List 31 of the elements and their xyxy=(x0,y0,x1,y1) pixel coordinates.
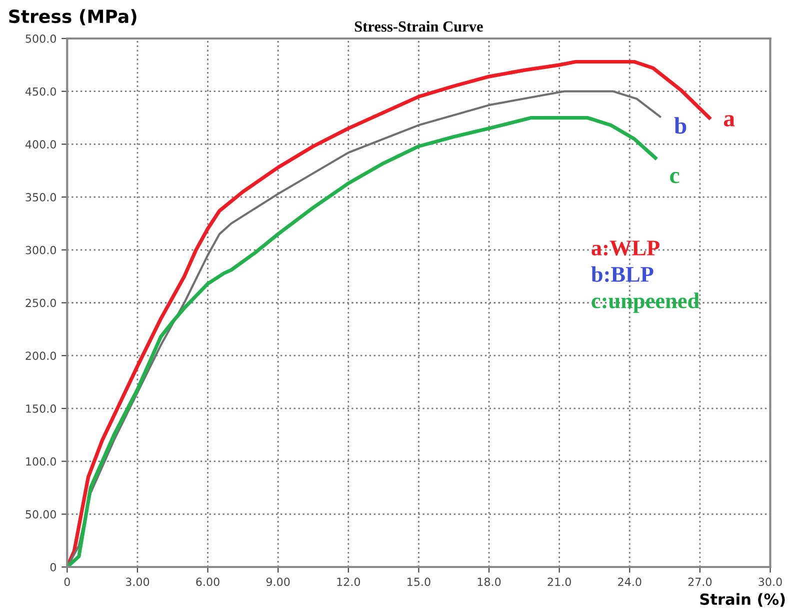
y-tick-label: 50.00 xyxy=(26,510,56,519)
x-axis-title: Strain (%) xyxy=(700,593,785,607)
x-tick-label: 3.00 xyxy=(126,578,150,586)
series-label: c xyxy=(670,172,680,184)
annotation: b:BLP xyxy=(591,266,654,282)
y-tick-label: 350.0 xyxy=(26,193,56,202)
annotation: a:WLP xyxy=(592,240,660,256)
y-tick-label: 400.0 xyxy=(25,140,56,149)
x-tick-label: 6.00 xyxy=(196,578,220,586)
y-tick-label: 100.0 xyxy=(26,457,56,466)
x-tick-label: 30.0 xyxy=(758,578,782,586)
annotation: c:unpeened xyxy=(592,292,700,313)
series-label: a xyxy=(724,115,735,126)
y-tick-label: 0 xyxy=(50,562,56,572)
x-tick-label: 9.00 xyxy=(266,578,290,586)
y-axis-title: Stress (MPa) xyxy=(9,9,136,26)
chart-title: Stress-Strain Curve xyxy=(354,20,483,32)
x-tick-label: 12.0 xyxy=(337,578,360,586)
y-tick-label: 450.0 xyxy=(25,87,56,96)
x-tick-label: 27.0 xyxy=(688,578,712,586)
y-tick-label: 200.0 xyxy=(26,352,56,360)
x-tick-label: 0 xyxy=(64,578,70,586)
series-label: b xyxy=(674,117,686,134)
x-tick-label: 15.0 xyxy=(408,578,430,586)
y-tick-label: 250.0 xyxy=(26,298,56,308)
y-tick-label: 300.0 xyxy=(26,246,56,254)
x-tick-label: 21.0 xyxy=(548,578,571,586)
y-tick-label: 150.0 xyxy=(26,404,56,413)
x-tick-label: 18.0 xyxy=(478,578,501,586)
x-tick-label: 24.0 xyxy=(618,578,642,586)
y-tick-label: 500.0 xyxy=(26,34,56,43)
